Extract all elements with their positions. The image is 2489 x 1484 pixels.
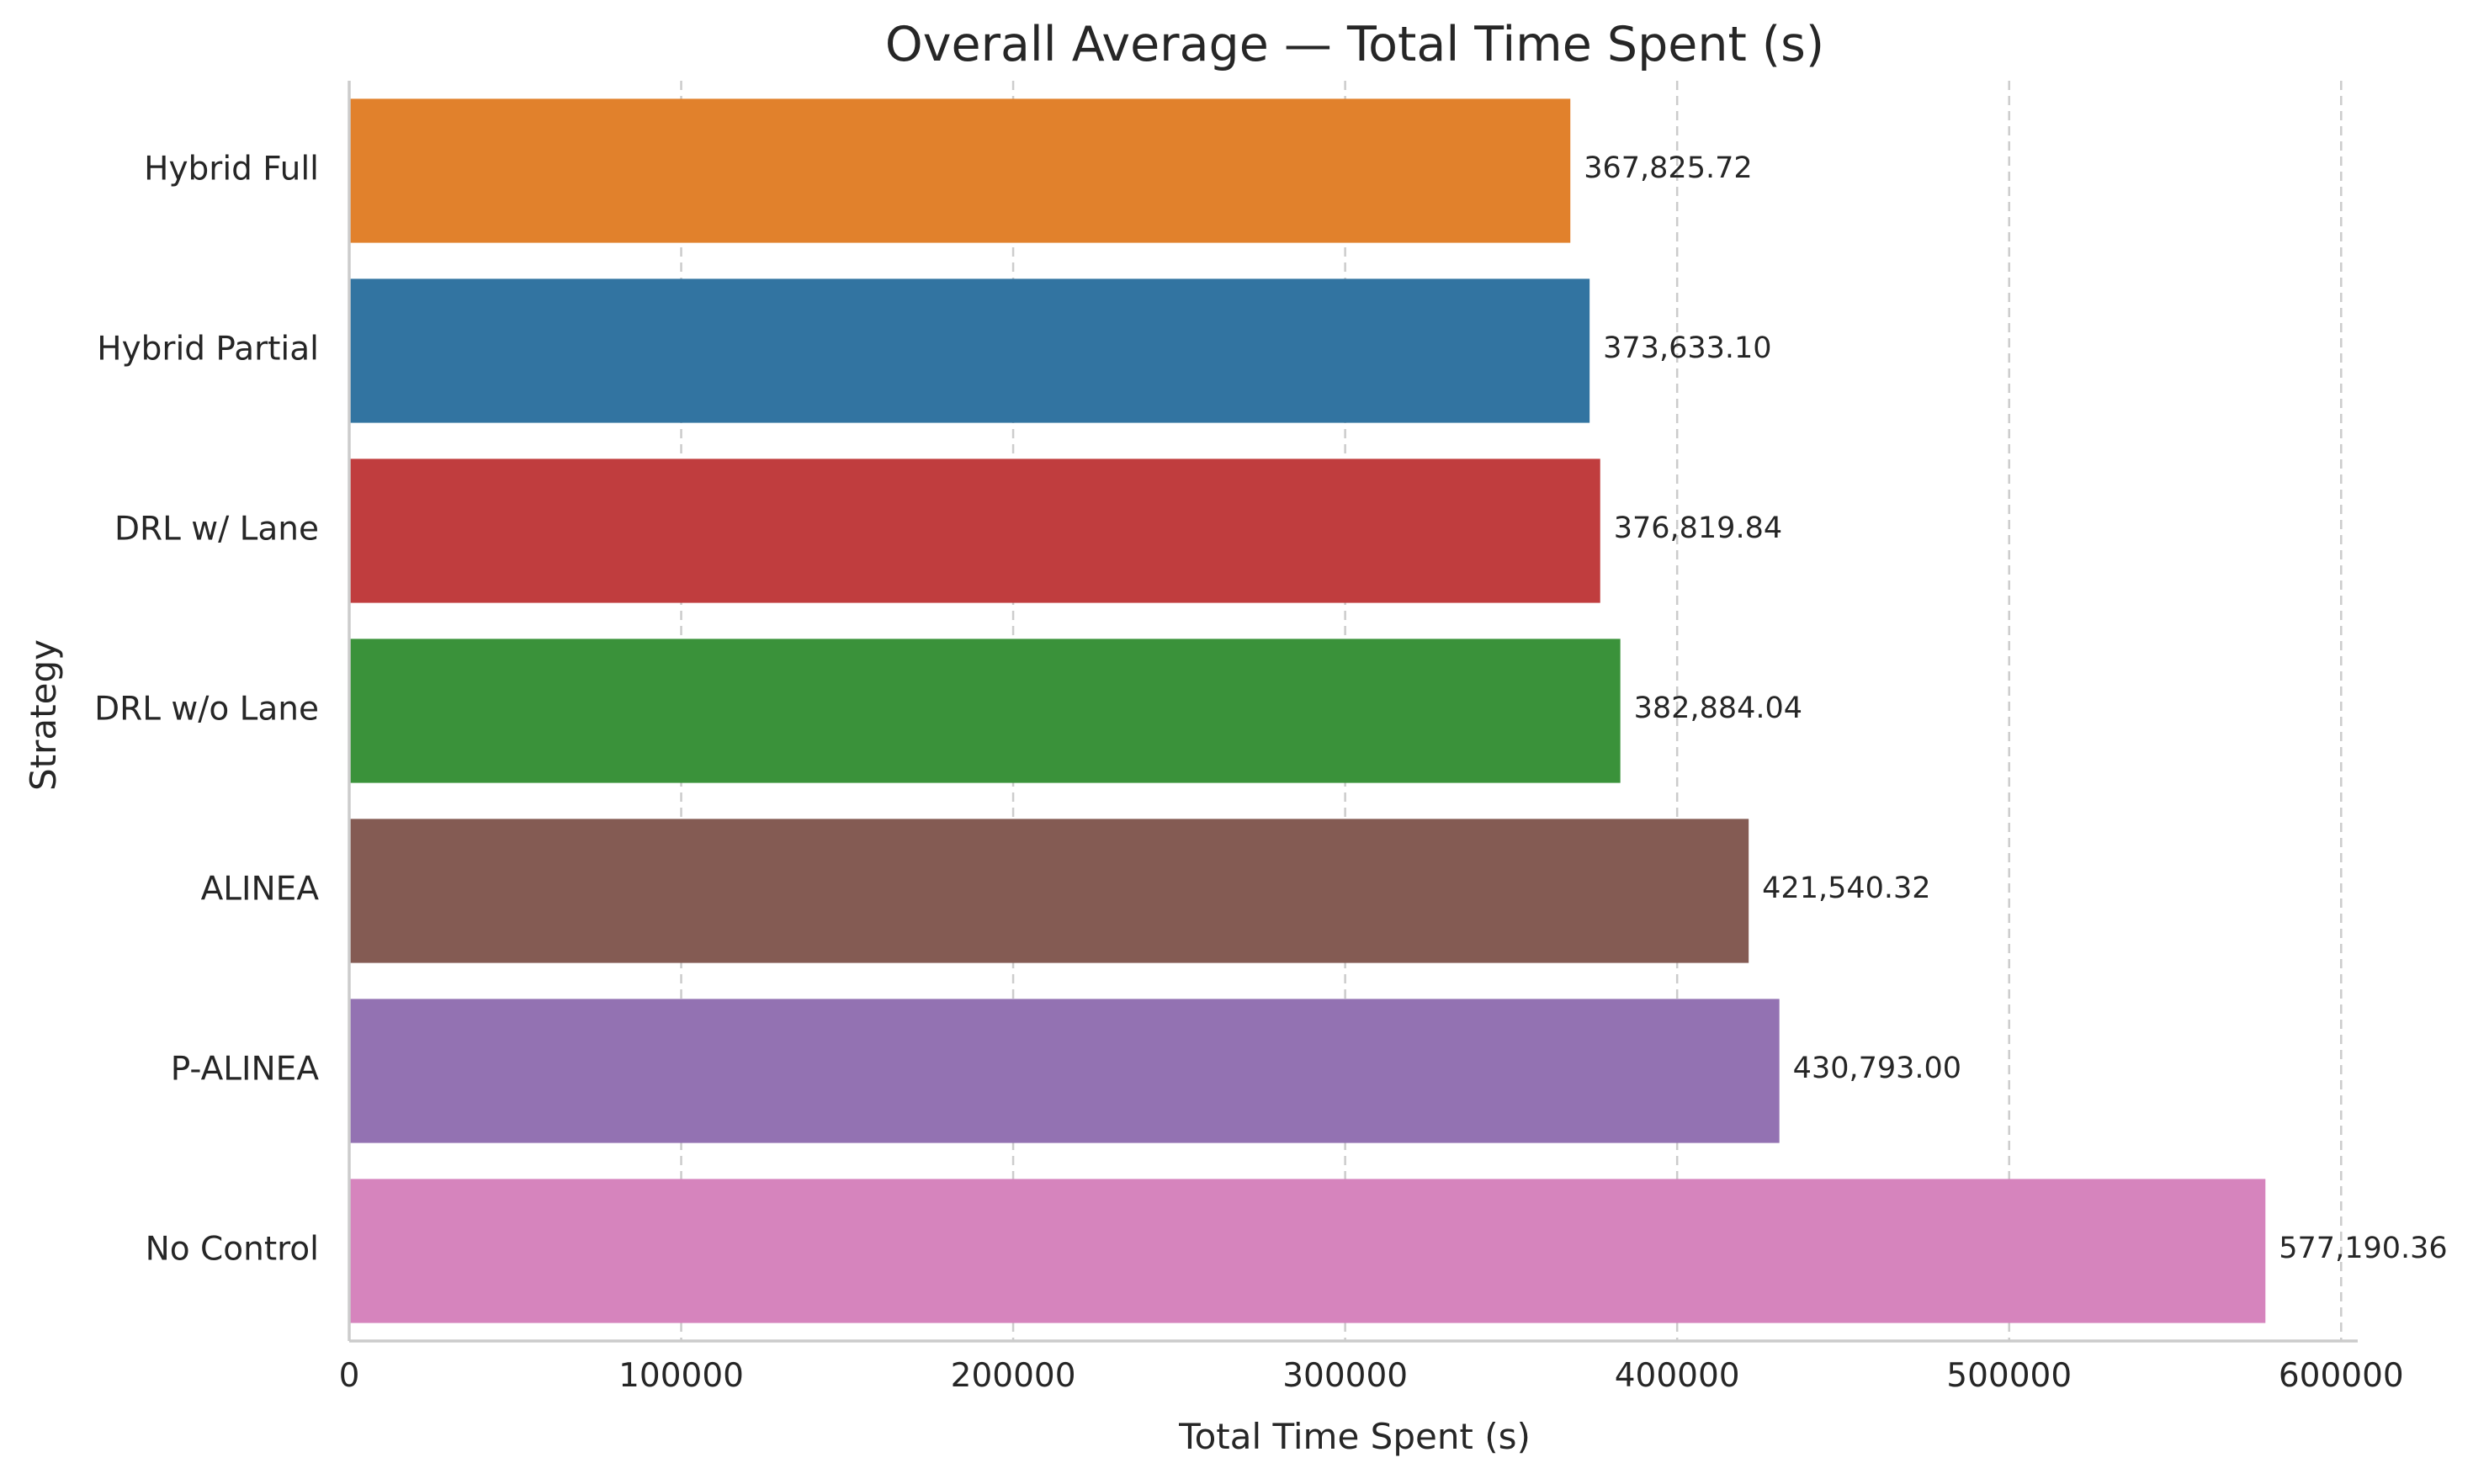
x-tick-label: 600000 xyxy=(2279,1357,2404,1395)
y-axis-label: Strategy xyxy=(23,639,64,791)
bar xyxy=(349,278,1590,423)
data-label: 430,793.00 xyxy=(1793,1052,1961,1085)
y-tick-label: DRL w/o Lane xyxy=(94,691,319,729)
bar xyxy=(349,1179,2266,1323)
x-axis-label: Total Time Spent (s) xyxy=(1178,1416,1531,1457)
x-tick-label: 400000 xyxy=(1615,1357,1740,1395)
bar xyxy=(349,639,1621,783)
bar xyxy=(349,98,1571,243)
y-tick-label: ALINEA xyxy=(201,871,320,909)
x-tick-label: 500000 xyxy=(1946,1357,2072,1395)
axes-layer xyxy=(348,81,2358,1343)
y-tick-label: P-ALINEA xyxy=(171,1051,320,1089)
y-tick-label: No Control xyxy=(146,1231,319,1269)
labels-layer: 367,825.72 Hybrid Full 373,633.10 Hybrid Pa… xyxy=(94,151,2448,1396)
data-label: 382,884.04 xyxy=(1634,692,1802,725)
x-tick-label: 300000 xyxy=(1282,1357,1408,1395)
x-tick-label: 100000 xyxy=(618,1357,744,1395)
data-label: 421,540.32 xyxy=(1762,872,1930,905)
x-tick-label: 0 xyxy=(339,1357,360,1395)
y-tick-label: Hybrid Partial xyxy=(97,331,319,368)
data-label: 376,819.84 xyxy=(1614,511,1782,545)
data-label: 373,633.10 xyxy=(1603,331,1771,365)
x-tick-label: 200000 xyxy=(951,1357,1076,1395)
bar xyxy=(349,458,1600,603)
y-tick-label: Hybrid Full xyxy=(144,151,319,188)
chart-title: Overall Average — Total Time Spent (s) xyxy=(885,17,1824,72)
bar xyxy=(349,819,1749,963)
y-tick-label: DRL w/ Lane xyxy=(114,511,319,549)
data-label: 577,190.36 xyxy=(2279,1232,2447,1265)
bars-layer xyxy=(349,98,2266,1323)
bar xyxy=(349,999,1780,1143)
data-label: 367,825.72 xyxy=(1584,151,1752,185)
